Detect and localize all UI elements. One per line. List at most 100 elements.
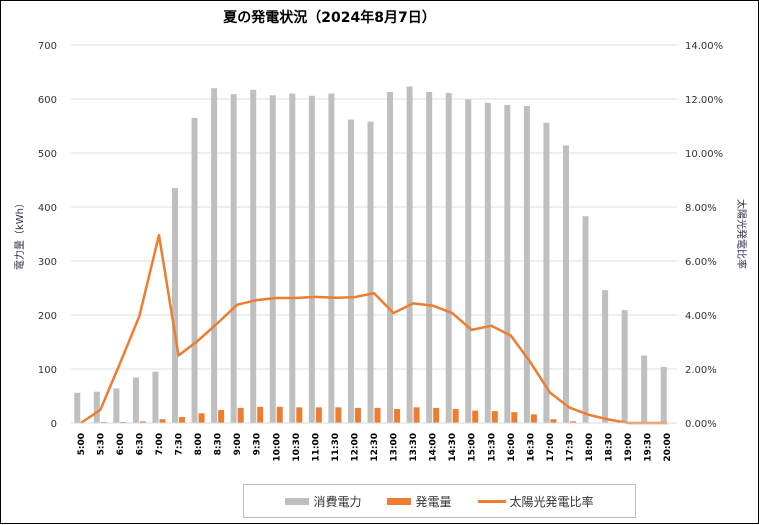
generation-bar: [159, 419, 166, 423]
right-tick-label: 6.00%: [685, 257, 717, 268]
consumption-bar: [289, 93, 296, 423]
generation-bar: [472, 410, 479, 423]
x-tick-label: 19:30: [644, 433, 654, 462]
right-tick-label: 10.00%: [685, 149, 723, 160]
right-tick-label: 0.00%: [685, 419, 717, 430]
legend-bar-swatch-icon: [387, 497, 412, 505]
x-tick-label: 13:30: [409, 433, 419, 462]
right-tick-label: 14.00%: [685, 41, 723, 52]
legend-label: 太陽光発電比率: [509, 494, 594, 509]
generation-bar: [218, 410, 225, 423]
generation-bar: [335, 407, 342, 423]
left-tick-label: 100: [38, 365, 57, 376]
x-tick-label: 17:30: [565, 433, 575, 462]
left-tick-label: 600: [38, 95, 57, 106]
consumption-bar: [191, 117, 198, 424]
legend-label: 消費電力: [313, 494, 362, 509]
x-tick-label: 11:30: [331, 433, 341, 462]
x-tick-label: 9:30: [253, 433, 263, 455]
ratio-line: [80, 233, 668, 425]
generation-bar: [511, 412, 518, 423]
consumption-bar: [74, 392, 81, 423]
x-tick-label: 15:30: [487, 433, 497, 462]
left-tick-label: 300: [38, 257, 57, 268]
x-tick-label: 12:30: [370, 433, 380, 462]
line-series: [80, 233, 668, 425]
consumption-bar: [543, 122, 550, 423]
x-tick-label: 5:30: [96, 433, 106, 455]
x-tick-label: 18:30: [605, 433, 615, 462]
generation-bar: [433, 407, 440, 423]
legend-item: 太陽光発電比率: [477, 493, 594, 510]
consumption-bar: [621, 310, 628, 423]
consumption-bar: [172, 188, 179, 423]
consumption-bar: [582, 216, 589, 423]
consumption-bar: [641, 355, 648, 423]
legend-line-swatch-icon: [477, 499, 506, 503]
legend-item: 発電量: [387, 493, 452, 510]
x-tick-label: 7:30: [175, 433, 185, 455]
generation-bar: [354, 407, 361, 423]
consumption-bar: [367, 121, 374, 424]
x-tick-label: 9:00: [233, 433, 243, 455]
x-tick-label: 8:30: [214, 433, 224, 455]
x-tick-label: 19:00: [624, 433, 634, 462]
right-tick-label: 2.00%: [685, 365, 717, 376]
consumption-bar: [426, 91, 433, 423]
generation-bar: [198, 413, 205, 423]
right-axis-title: 太陽光発電比率: [735, 199, 748, 269]
consumption-bar: [347, 119, 354, 424]
chart-title: 夏の発電状況（2024年8月7日）: [1, 7, 758, 27]
consumption-bar: [132, 377, 139, 423]
x-axis: 5:00 5:30 6:00 6:30 7:00 7:30 8:00 8:30 9:00 9:30…: [71, 422, 677, 462]
x-tick-label: 12:00: [350, 433, 360, 462]
x-tick-label: 14:30: [448, 433, 458, 462]
consumption-bar: [230, 94, 237, 423]
generation-bar: [452, 408, 459, 423]
consumption-bar: [504, 104, 511, 423]
consumption-bar: [250, 89, 257, 423]
consumption-bar: [562, 145, 569, 423]
x-tick-label: 18:00: [585, 433, 595, 462]
consumption-bar: [269, 95, 276, 423]
right-tick-label: 12.00%: [685, 95, 723, 106]
consumption-bar: [465, 99, 472, 423]
consumption-bar: [308, 95, 315, 423]
bar-series: [74, 86, 667, 424]
generation-bar: [491, 411, 498, 423]
left-tick-label: 400: [38, 203, 57, 214]
generation-bar: [276, 406, 283, 423]
right-axis: 0.00% 2.00% 4.00% 6.00% 8.00% 10.00% 12.00% 14.…: [685, 41, 723, 430]
x-tick-label: 17:00: [546, 433, 556, 462]
left-axis: 0 100 200 300 400 500 600 700: [38, 41, 57, 430]
x-tick-label: 10:30: [292, 433, 302, 462]
consumption-bar: [406, 86, 413, 423]
consumption-bar: [445, 93, 452, 423]
consumption-bar: [328, 93, 335, 423]
legend: 消費電力 発電量 太陽光発電比率: [243, 484, 636, 518]
consumption-bar: [523, 106, 530, 424]
x-tick-label: 6:00: [116, 433, 126, 455]
chart-title-text: 夏の発電状況（2024年8月7日）: [223, 10, 436, 26]
generation-bar: [394, 408, 401, 423]
generation-bar: [413, 407, 420, 423]
x-tick-label: 7:00: [155, 433, 165, 455]
x-tick-label: 16:00: [507, 433, 517, 462]
consumption-bar: [660, 366, 667, 423]
generation-bar: [569, 421, 576, 423]
generation-bar: [257, 406, 264, 423]
x-tick-label: 8:00: [194, 433, 204, 455]
generation-bar: [139, 421, 146, 423]
consumption-bar: [484, 102, 491, 423]
generation-bar: [530, 414, 537, 423]
left-tick-label: 700: [38, 41, 57, 52]
x-tick-label: 11:00: [311, 433, 321, 462]
generation-bar: [179, 417, 186, 423]
right-tick-label: 4.00%: [685, 311, 717, 322]
consumption-bar: [152, 371, 159, 423]
generation-bar: [296, 407, 303, 423]
generation-bar: [374, 407, 381, 423]
left-tick-label: 200: [38, 311, 57, 322]
x-tick-label: 15:00: [468, 433, 478, 462]
legend-item: 消費電力: [285, 493, 361, 510]
